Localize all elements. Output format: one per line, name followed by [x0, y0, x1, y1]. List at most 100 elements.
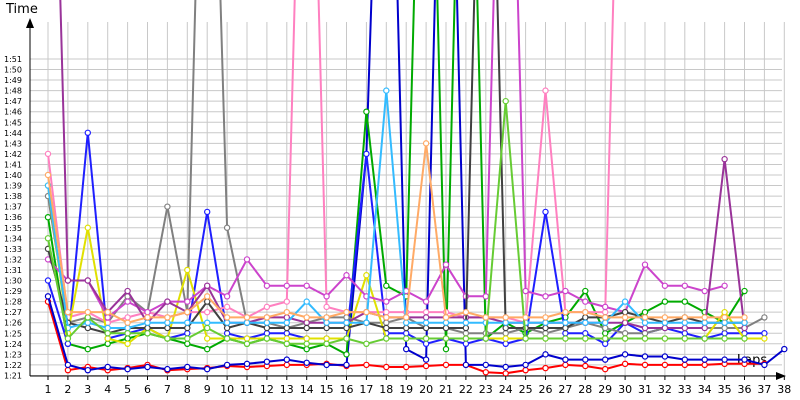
data-point: [203, 345, 211, 353]
data-point: [283, 314, 290, 321]
data-point: [44, 150, 52, 158]
x-tick-label: 34: [698, 383, 712, 396]
data-point: [462, 361, 470, 369]
data-point: [721, 308, 728, 316]
data-point: [203, 365, 211, 373]
x-tick-label: 10: [220, 383, 234, 396]
data-point: [442, 314, 450, 321]
data-point: [462, 324, 470, 332]
data-point: [124, 365, 131, 373]
y-tick-label: 1:24: [4, 340, 22, 349]
data-point: [363, 108, 370, 115]
data-point: [542, 314, 549, 321]
x-tick-label: 17: [359, 383, 373, 396]
x-tick-label: 1: [45, 383, 52, 396]
data-point: [661, 314, 669, 321]
data-point: [144, 319, 151, 326]
x-tick-label: 22: [459, 383, 473, 396]
series-line: [47, 0, 615, 324]
data-point: [701, 361, 708, 369]
x-tick-label: 20: [419, 383, 433, 396]
data-point: [701, 356, 708, 363]
data-point: [403, 319, 410, 326]
data-point: [602, 308, 609, 316]
data-point: [84, 308, 92, 316]
data-point: [681, 361, 689, 369]
data-point: [203, 293, 211, 300]
data-point: [164, 335, 171, 342]
data-point: [164, 365, 171, 373]
data-point: [681, 298, 689, 305]
data-point: [343, 361, 350, 369]
data-point: [621, 330, 629, 337]
data-point: [303, 314, 310, 321]
data-point: [323, 361, 330, 369]
data-point: [602, 340, 609, 347]
data-point: [721, 314, 728, 321]
data-point: [303, 335, 310, 342]
data-point: [422, 319, 430, 326]
data-point: [721, 356, 728, 363]
data-point: [621, 308, 629, 316]
data-point: [462, 319, 470, 326]
data-point: [303, 359, 310, 366]
data-point: [323, 335, 330, 342]
data-point: [442, 361, 450, 369]
y-axis-title: Time: [5, 2, 38, 17]
data-point: [124, 319, 131, 326]
x-tick-label: 3: [84, 383, 91, 396]
data-point: [741, 356, 748, 363]
data-point: [283, 340, 290, 347]
data-point: [203, 324, 211, 332]
y-tick-label: 1:26: [4, 319, 22, 328]
data-point: [621, 351, 629, 358]
y-tick-label: 1:50: [4, 66, 22, 75]
data-point: [84, 324, 92, 332]
y-tick-label: 1:37: [4, 203, 22, 212]
data-point: [403, 335, 410, 342]
data-point: [542, 335, 549, 342]
y-tick-label: 1:43: [4, 139, 22, 148]
data-point: [701, 314, 708, 321]
series-line: [47, 89, 745, 329]
data-point: [124, 287, 131, 295]
data-point: [562, 324, 569, 332]
data-point: [502, 340, 509, 347]
data-point: [144, 324, 151, 332]
data-point: [263, 330, 271, 337]
data-point: [64, 340, 72, 347]
data-point: [223, 293, 231, 300]
data-point: [323, 340, 330, 347]
data-point: [542, 324, 549, 332]
data-point: [223, 319, 231, 326]
data-point: [562, 335, 569, 342]
data-point: [721, 319, 728, 326]
data-point: [283, 335, 290, 342]
data-point: [422, 362, 430, 370]
data-point: [203, 208, 211, 216]
data-point: [383, 319, 390, 326]
data-point: [263, 324, 271, 332]
data-point: [641, 308, 649, 316]
data-point: [243, 314, 251, 321]
y-tick-label: 1:46: [4, 108, 22, 117]
data-point: [303, 282, 310, 289]
series-10: [44, 0, 748, 337]
data-point: [323, 314, 330, 321]
data-point: [303, 319, 310, 326]
y-tick-label: 1:41: [4, 160, 22, 169]
x-tick-label: 12: [260, 383, 274, 396]
x-tick-label: 32: [658, 383, 672, 396]
data-point: [343, 324, 350, 332]
data-point: [641, 324, 649, 332]
data-point: [482, 335, 489, 342]
data-point: [761, 330, 768, 337]
data-point: [124, 335, 131, 342]
data-point: [44, 293, 52, 300]
series-13: [44, 140, 748, 326]
data-point: [303, 340, 310, 347]
data-point: [323, 303, 330, 311]
data-point: [502, 97, 509, 105]
data-point: [681, 356, 689, 363]
data-point: [44, 171, 52, 179]
